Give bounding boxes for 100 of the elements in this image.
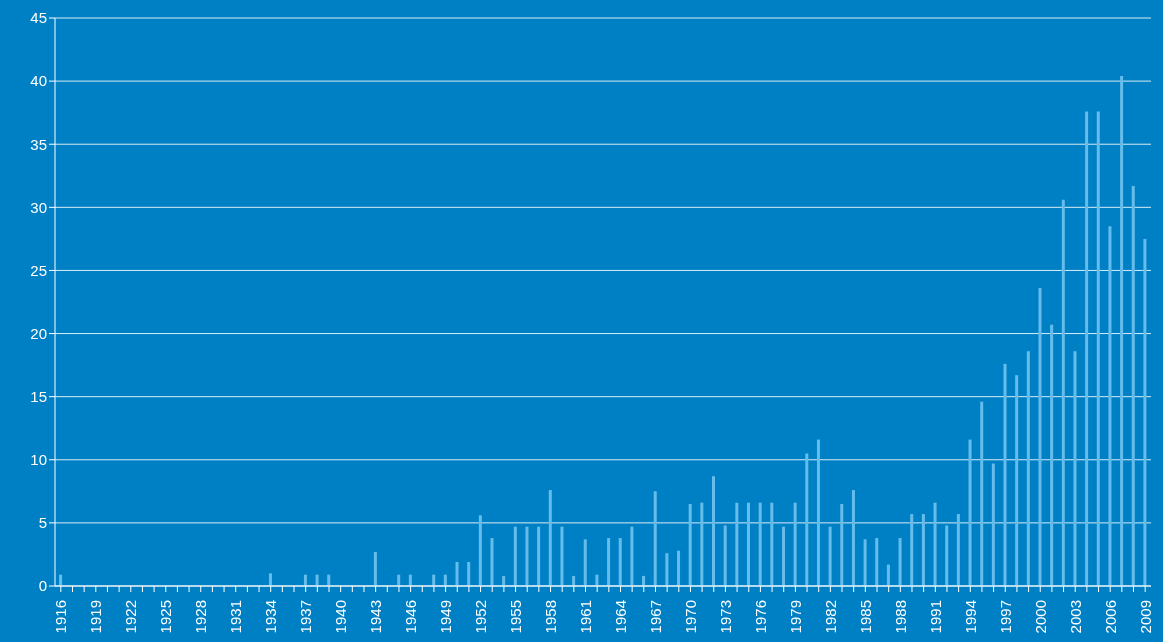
bar	[851, 490, 855, 586]
x-tick-label: 1967	[646, 600, 664, 634]
bar	[980, 401, 984, 586]
x-tick-label: 1937	[297, 600, 315, 634]
x-tick-label: 1931	[227, 600, 245, 634]
x-tick-label: 1970	[681, 600, 699, 634]
bar	[712, 476, 716, 586]
bar	[1038, 288, 1042, 586]
bar	[723, 525, 727, 586]
y-tick-label: 0	[38, 577, 47, 595]
x-tick-label: 1985	[856, 600, 874, 634]
bar	[373, 551, 377, 586]
bar	[945, 525, 949, 586]
bar	[607, 538, 611, 586]
bar	[910, 514, 914, 586]
bar	[1131, 185, 1135, 586]
bar	[1108, 226, 1112, 586]
bar	[467, 562, 471, 586]
bar	[968, 439, 972, 586]
x-tick-label: 2006	[1101, 600, 1119, 634]
bar	[688, 503, 692, 586]
bar	[898, 538, 902, 586]
x-tick-label: 1982	[821, 600, 839, 634]
bar	[1073, 351, 1077, 586]
bar	[886, 564, 890, 586]
bar	[642, 575, 646, 586]
y-tick-label: 40	[30, 72, 47, 90]
x-tick-label: 1940	[332, 600, 350, 634]
x-tick-label: 1958	[542, 600, 560, 634]
bar	[863, 539, 867, 586]
bar	[793, 502, 797, 586]
bar	[991, 463, 995, 586]
bar	[1061, 199, 1065, 586]
bar	[735, 502, 739, 586]
bar	[816, 439, 820, 586]
x-tick-label: 1955	[507, 600, 525, 634]
bar	[875, 538, 879, 586]
bar	[665, 553, 669, 586]
y-tick-label: 5	[38, 514, 47, 532]
bar	[1015, 375, 1019, 586]
bar	[513, 526, 517, 586]
bar	[700, 502, 704, 586]
bar	[560, 526, 564, 586]
x-tick-label: 1961	[577, 600, 595, 634]
x-tick-label: 1922	[122, 600, 140, 634]
x-tick-label: 1979	[786, 600, 804, 634]
x-tick-label: 1916	[52, 600, 70, 634]
y-tick-label: 30	[30, 198, 47, 216]
bar	[921, 514, 925, 586]
y-tick-label: 25	[30, 261, 47, 279]
bar	[583, 539, 587, 586]
bar	[502, 575, 506, 586]
y-tick-label: 20	[30, 324, 47, 342]
bar	[805, 453, 809, 586]
bar	[618, 538, 622, 586]
x-tick-label: 1928	[192, 600, 210, 634]
bar	[268, 573, 272, 586]
x-tick-label: 1964	[611, 600, 629, 634]
x-tick-label: 1943	[367, 600, 385, 634]
bar	[840, 503, 844, 586]
bar	[1085, 111, 1089, 586]
bar	[572, 575, 576, 586]
bar	[933, 502, 937, 586]
y-tick-label: 10	[30, 451, 47, 469]
bar	[828, 526, 832, 586]
bar	[1120, 76, 1124, 586]
x-tick-label: 2009	[1136, 600, 1154, 634]
x-tick-label: 1976	[751, 600, 769, 634]
x-tick-label: 1973	[716, 600, 734, 634]
x-tick-label: 1925	[157, 600, 175, 634]
bar	[548, 490, 552, 586]
bar	[455, 562, 459, 586]
bar	[525, 526, 529, 586]
x-tick-label: 1946	[402, 600, 420, 634]
bar	[956, 514, 960, 586]
y-tick-label: 35	[30, 135, 47, 153]
bar	[630, 526, 634, 586]
bar	[1143, 238, 1147, 586]
bar	[537, 526, 541, 586]
bar	[478, 515, 482, 586]
bar	[653, 491, 657, 586]
y-tick-label: 15	[30, 387, 47, 405]
bar	[1026, 351, 1030, 586]
bar	[1050, 324, 1054, 586]
x-tick-label: 1952	[472, 600, 490, 634]
x-tick-label: 1994	[961, 600, 979, 634]
bar	[747, 502, 750, 586]
bar	[677, 550, 681, 586]
bar	[490, 538, 494, 586]
bar	[770, 502, 774, 586]
x-tick-label: 2003	[1066, 600, 1084, 634]
bar	[758, 502, 762, 586]
y-tick-label: 45	[30, 9, 47, 27]
x-tick-label: 1988	[891, 600, 909, 634]
x-tick-label: 1949	[437, 600, 455, 634]
x-tick-label: 1997	[996, 600, 1014, 634]
x-tick-label: 1991	[926, 600, 944, 634]
bar	[1096, 111, 1100, 586]
x-tick-label: 2000	[1031, 600, 1049, 634]
x-tick-label: 1919	[87, 600, 105, 634]
